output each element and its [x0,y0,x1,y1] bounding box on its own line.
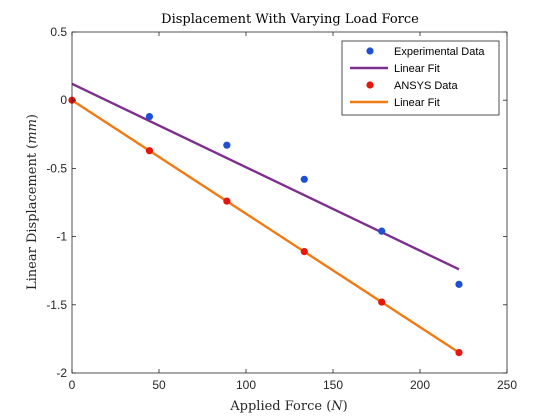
series-point-2 [300,248,308,256]
y-tick-label: -2 [56,366,67,380]
x-axis-label: Applied Force (N) [229,399,347,414]
series-point-0 [300,175,308,183]
y-tick-label: -0.5 [46,161,67,175]
series-point-0 [223,141,231,149]
x-tick-label: 100 [236,378,256,392]
x-tick-label: 150 [323,378,343,392]
series-point-0 [455,280,463,288]
x-tick-label: 0 [69,378,76,392]
y-tick-label: -1 [56,230,67,244]
legend-marker [366,47,374,55]
series-point-2 [145,147,154,155]
x-tick-label: 50 [152,378,166,392]
legend: Experimental Data Linear Fit ANSYS Data Lin… [341,40,500,116]
x-axis: 0 50 100 150 200 250 [69,32,517,392]
plot-series [68,82,463,357]
y-tick-label: 0.5 [50,25,67,39]
x-tick-label: 250 [497,378,517,392]
series-line-3 [71,99,460,354]
series-point-0 [378,227,386,235]
x-tick-label: 200 [410,378,430,392]
series-line-1 [71,82,460,271]
y-tick-label: 0 [60,93,67,107]
legend-marker [366,81,374,89]
plot-area-frame [71,31,508,374]
legend-label: Linear Fit [394,63,440,75]
series-point-2 [455,348,463,357]
y-axis: -2 -1.5 -1 -0.5 0 0.5 [46,25,507,380]
y-tick-label: -1.5 [46,298,67,312]
series-point-0 [145,112,154,121]
series-point-2 [223,197,231,205]
series-point-2 [378,298,386,306]
legend-label: Experimental Data [394,46,485,58]
legend-label: Linear Fit [394,97,440,109]
y-axis-label: Linear Displacement (mm) [25,114,40,290]
legend-label: ANSYS Data [394,80,458,92]
chart-title: Displacement With Varying Load Force [161,12,419,27]
